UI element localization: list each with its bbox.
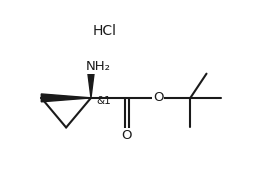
Text: &1: &1 — [96, 96, 111, 106]
Text: O: O — [122, 129, 132, 142]
Text: O: O — [153, 91, 163, 104]
Polygon shape — [41, 94, 91, 102]
Text: NH₂: NH₂ — [86, 60, 111, 73]
Polygon shape — [87, 66, 95, 98]
Text: HCl: HCl — [93, 24, 117, 38]
